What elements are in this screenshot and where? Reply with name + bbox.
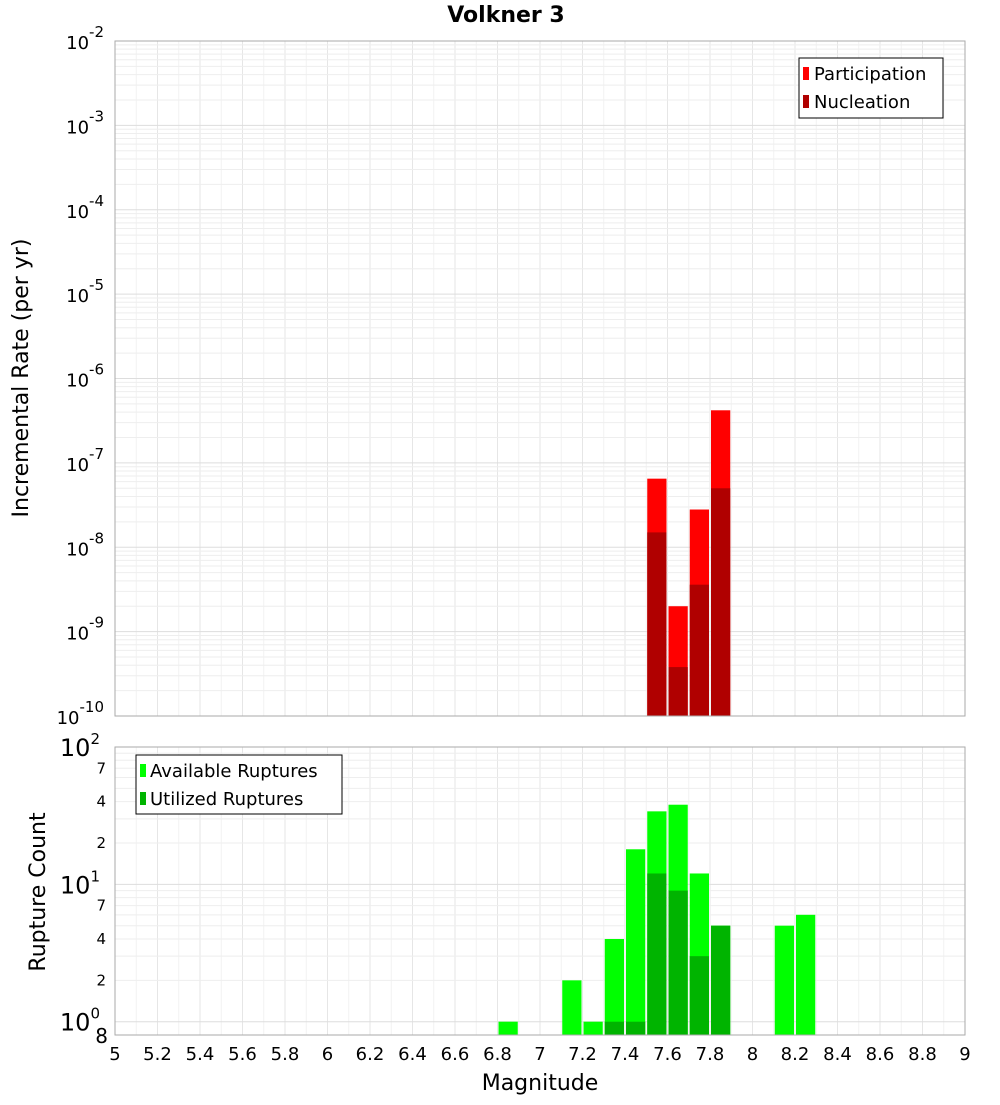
bottom-plot-border [114,746,966,1036]
legend-nucleation-swatch [803,95,809,108]
x-tick-label: 7.6 [653,1044,682,1065]
x-tick-label: 5.2 [143,1044,172,1065]
x-tick-label: 7.2 [568,1044,597,1065]
available-ruptures-bar [562,980,582,1035]
bottom-y-minor-tick-label: 7 [96,897,106,915]
utilized-ruptures-bar [711,925,731,1035]
x-tick-labels: 5 5.2 5.4 5.6 5.8 6 6.2 6.4 6.6 6.8 7 7.2 7.4 7.6 7.8 8… [109,1044,970,1065]
x-tick-label: 8.2 [781,1044,810,1065]
chart-title: Volkner 3 [447,3,565,28]
x-tick-label: 9 [959,1044,970,1065]
available-ruptures-bar [583,1021,603,1035]
top-y-tick-label: 10-7 [66,445,104,476]
bottom-y-axis-title: Rupture Count [26,812,51,972]
x-tick-label: 7.8 [696,1044,725,1065]
x-tick-label: 8 [747,1044,758,1065]
top-y-tick-label: 10-10 [57,698,104,729]
top-legend-box [798,57,944,119]
utilized-ruptures-bar [604,1021,624,1035]
nucleation-bar [689,584,709,716]
top-y-tick-label: 10-3 [66,107,104,138]
top-y-axis-title: Incremental Rate (per yr) [9,239,34,518]
bottom-y-tick-label: 100 [60,1005,100,1037]
x-tick-label: 6 [322,1044,333,1065]
x-tick-label: 8.6 [866,1044,895,1065]
nucleation-bar [711,488,731,716]
bottom-y-minor-tick-label: 8 [95,1024,108,1048]
available-ruptures-bar [498,1021,518,1035]
bottom-y-minor-tick-label: 7 [96,759,106,777]
available-ruptures-bar [626,849,646,1035]
bottom-bars [498,804,816,1035]
available-ruptures-bar [796,914,816,1035]
x-tick-label: 8.8 [908,1044,937,1065]
legend-utilized-label: Utilized Ruptures [150,789,303,810]
x-tick-label: 6.2 [356,1044,385,1065]
bottom-y-minor-tick-label: 4 [96,930,106,948]
bottom-gridlines [114,747,966,1035]
top-y-tick-label: 10-6 [66,361,104,392]
utilized-ruptures-bar [647,873,667,1035]
top-y-tick-label: 10-9 [66,614,104,645]
top-y-tick-label: 10-8 [66,529,104,560]
top-y-tick-label: 10-5 [66,276,104,307]
top-bars [647,410,731,716]
legend-available-label: Available Ruptures [150,761,318,782]
x-tick-label: 5 [109,1044,120,1065]
top-y-tick-labels: 10-10 10-9 10-8 10-7 10-6 10-5 10-4 10-3 10-2 [57,23,104,729]
top-legend: Participation Nucleation [798,57,944,119]
x-tick-label: 5.8 [271,1044,300,1065]
top-gridlines [114,41,966,717]
nucleation-bar [647,532,667,716]
nucleation-bar [668,667,688,716]
legend-participation-label: Participation [814,64,926,85]
legend-participation-swatch [803,67,809,80]
utilized-ruptures-bar [689,956,709,1035]
top-panel: Volkner 3 10-1010-910-810-710-610-510-41… [9,3,966,729]
bottom-y-tick-label: 101 [60,867,100,899]
legend-available-swatch [140,764,146,777]
x-tick-label: 5.4 [186,1044,215,1065]
x-axis-title: Magnitude [482,1071,599,1096]
legend-utilized-swatch [140,792,146,805]
utilized-ruptures-bar [668,890,688,1035]
x-tick-label: 6.4 [398,1044,427,1065]
top-plot-border [114,40,966,717]
x-tick-label: 8.4 [823,1044,852,1065]
x-tick-label: 5.6 [228,1044,257,1065]
x-tick-label: 7.4 [611,1044,640,1065]
available-ruptures-bar [774,925,794,1035]
utilized-ruptures-bar [626,1021,646,1035]
x-tick-label: 6.6 [441,1044,470,1065]
x-tick-label: 6.8 [483,1044,512,1065]
bottom-y-minor-tick-label: 2 [96,834,106,852]
bottom-y-minor-tick-label: 2 [96,971,106,989]
top-y-tick-label: 10-2 [66,23,104,54]
available-ruptures-bar [604,939,624,1035]
bottom-legend-box [135,754,343,815]
legend-nucleation-label: Nucleation [814,92,910,113]
x-tick-label: 7 [534,1044,545,1065]
bottom-y-tick-label: 102 [60,730,100,762]
bottom-y-minor-tick-label: 4 [96,793,106,811]
top-y-tick-label: 10-4 [66,192,104,223]
bottom-legend: Available Ruptures Utilized Ruptures [135,754,343,815]
